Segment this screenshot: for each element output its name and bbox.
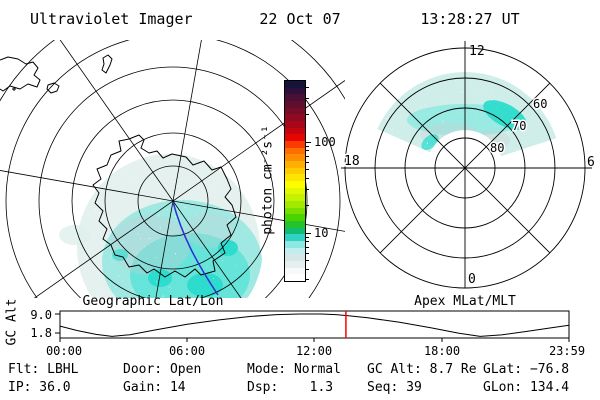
time-tick-1800: 18:00	[423, 344, 461, 358]
colorbar-minor-tick	[306, 241, 309, 243]
status-door: Door: Open	[123, 362, 202, 377]
colorbar-swatch	[285, 81, 305, 88]
gc-alt-tick-9: 9.0	[30, 308, 52, 322]
mlt-label-18: 18	[344, 154, 360, 169]
colorbar-swatch	[285, 241, 305, 248]
colorbar-swatch	[285, 194, 305, 202]
colorbar-minor-tick	[306, 150, 309, 152]
apex-panel: 12 18 6 0 80 70 60	[341, 41, 595, 289]
aurora-image-right	[377, 72, 557, 157]
colorbar-swatch	[285, 161, 305, 168]
colorbar-ticks: 100 10	[306, 80, 346, 281]
mlt-grid	[341, 41, 592, 289]
date-label: 22 Oct 07	[259, 10, 341, 28]
colorbar-swatch	[285, 94, 305, 102]
status-glat: GLat: −76.8	[483, 362, 570, 377]
status-gain: Gain: 14	[123, 380, 186, 395]
latlon-grid	[0, 40, 345, 298]
colorbar-swatch	[285, 221, 305, 228]
colorbar-minor-tick	[306, 236, 309, 238]
colorbar-major-tick	[306, 141, 311, 143]
mlt-label-6: 6	[587, 155, 595, 170]
colorbar-minor-tick	[306, 86, 309, 88]
colorbar-swatch	[285, 127, 305, 135]
colorbar-swatch	[285, 214, 305, 222]
colorbar-swatch	[285, 274, 305, 282]
colorbar-swatch	[285, 254, 305, 262]
colorbar-minor-tick	[306, 155, 309, 157]
colorbar-swatch	[285, 207, 305, 215]
time-tick-2359: 23:59	[548, 344, 586, 358]
colorbar-minor-tick	[306, 145, 309, 147]
colorbar-minor-tick	[306, 205, 309, 207]
aurora-image-left	[77, 154, 262, 298]
time-tick-1200: 12:00	[295, 344, 333, 358]
colorbar-minor-tick	[306, 189, 309, 191]
colorbar-swatches	[284, 80, 306, 282]
colorbar-minor-tick	[306, 161, 309, 163]
status-dsp: Dsp: 1.3	[247, 380, 334, 395]
colorbar-swatch	[285, 267, 305, 275]
colorbar-major-tick	[306, 232, 311, 234]
colorbar-minor-tick	[306, 114, 309, 116]
status-glon: GLon: 134.4	[483, 380, 570, 395]
status-gc-alt: GC Alt: 8.7 Re	[367, 362, 477, 377]
colorbar-swatch	[285, 154, 305, 162]
colorbar-minor-tick	[306, 177, 309, 179]
colorbar-minor-tick	[306, 252, 309, 254]
ring-label-70: 70	[512, 119, 526, 133]
gc-alt-tick-1_8: 1.8	[30, 326, 52, 340]
colorbar-minor-tick	[306, 246, 309, 248]
aurora-haze-detached	[59, 225, 91, 245]
status-ip: IP: 36.0	[8, 380, 71, 395]
colorbar-swatch	[285, 261, 305, 268]
colorbar-minor-tick	[306, 98, 309, 100]
colorbar-swatch	[285, 181, 305, 188]
colorbar-swatch	[285, 174, 305, 182]
colorbar-swatch	[285, 234, 305, 242]
time-label: 13:28:27 UT	[420, 10, 520, 28]
colorbar-swatch	[285, 134, 305, 142]
colorbar-tick-label: 10	[314, 226, 329, 240]
spacecraft-track	[172, 201, 219, 296]
colorbar-swatch	[285, 87, 305, 95]
colorbar-label: photon cm⁻²s⁻¹	[260, 125, 276, 235]
mlt-label-0: 0	[468, 272, 476, 287]
colorbar-swatch	[285, 114, 305, 122]
status-seq: Seq: 39	[367, 380, 422, 395]
left-panel-caption: Geographic Lat/Lon	[82, 294, 224, 309]
colorbar-tick-label: 100	[314, 135, 336, 149]
colorbar-minor-tick	[306, 279, 309, 281]
mlt-label-12: 12	[469, 44, 485, 59]
colorbar-swatch	[285, 227, 305, 235]
colorbar-swatch	[285, 167, 305, 175]
timeline-ticks	[55, 313, 570, 342]
right-panel-caption: Apex MLat/MLT	[414, 294, 516, 309]
colorbar-minor-tick	[306, 268, 309, 270]
gc-alt-curve	[59, 313, 570, 337]
time-tick-0600: 06:00	[168, 344, 206, 358]
geographic-panel	[0, 40, 345, 298]
ring-label-80: 80	[490, 141, 504, 155]
timeline-chart	[55, 310, 570, 342]
colorbar-swatch	[285, 141, 305, 148]
colorbar-swatch	[285, 101, 305, 108]
time-tick-0000: 00:00	[45, 344, 83, 358]
gc-alt-axis-label: GC Alt	[4, 298, 20, 346]
south-america-coastline	[0, 54, 113, 94]
colorbar-minor-tick	[306, 168, 309, 170]
ring-label-60: 60	[533, 97, 547, 111]
colorbar-swatch	[285, 247, 305, 255]
antarctica-coastline	[92, 134, 237, 278]
status-mode: Mode: Normal	[247, 362, 341, 377]
app-title: Ultraviolet Imager	[30, 10, 193, 28]
colorbar-swatch	[285, 187, 305, 195]
colorbar-swatch	[285, 201, 305, 208]
status-flt: Flt: LBHL	[8, 362, 79, 377]
colorbar-minor-tick	[306, 259, 309, 261]
colorbar-swatch	[285, 121, 305, 128]
colorbar-swatch	[285, 107, 305, 115]
colorbar-swatch	[285, 147, 305, 155]
